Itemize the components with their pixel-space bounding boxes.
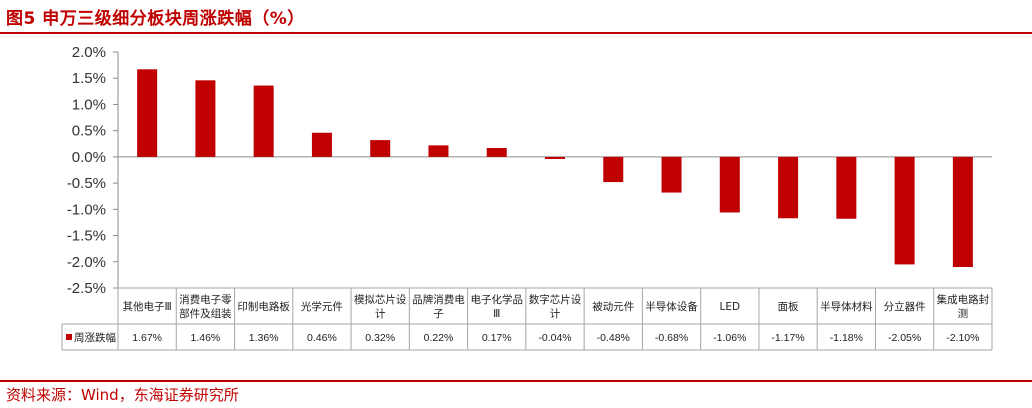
category-label: LED — [720, 301, 741, 313]
bar — [894, 156, 915, 265]
bar — [545, 156, 565, 159]
bar — [836, 156, 857, 219]
category-label: 被动元件 — [592, 300, 634, 313]
category-label: 子 — [433, 308, 444, 320]
legend-label: 周涨跌幅 — [74, 331, 116, 344]
bar — [253, 85, 274, 157]
category-label: 计 — [550, 307, 561, 320]
data-label: -1.17% — [771, 332, 804, 344]
figure-title: 图5 申万三级细分板块周涨跌幅（%） — [6, 9, 305, 29]
data-label: 1.46% — [191, 332, 221, 344]
bar — [778, 156, 799, 219]
data-label: -2.05% — [888, 332, 921, 344]
data-label: 1.36% — [249, 332, 279, 344]
category-label: 其他电子Ⅲ — [123, 300, 172, 313]
data-label: -0.68% — [655, 332, 688, 344]
data-label: 0.17% — [482, 332, 512, 344]
category-label: 模拟芯片设 — [354, 293, 407, 306]
y-tick-label: -0.5% — [67, 175, 106, 192]
data-label: 0.22% — [424, 332, 454, 344]
category-label: 光学元件 — [301, 300, 343, 313]
bar — [195, 80, 216, 157]
data-label: -1.06% — [713, 332, 746, 344]
y-tick-label: -2.0% — [67, 254, 106, 271]
y-tick-label: 0.5% — [72, 123, 106, 140]
bar — [486, 147, 507, 157]
data-label: -1.18% — [830, 332, 863, 344]
bar — [661, 156, 682, 193]
y-tick-label: -1.0% — [67, 201, 106, 218]
data-label: 1.67% — [132, 332, 162, 344]
bar — [428, 145, 449, 157]
bar — [952, 156, 973, 268]
title-rule — [0, 32, 1032, 34]
category-label: 分立器件 — [884, 300, 926, 313]
category-label: Ⅲ — [493, 308, 500, 320]
category-label: 半导体设备 — [645, 300, 698, 313]
bar — [137, 69, 158, 157]
category-label: 数字芯片设 — [529, 293, 582, 306]
bar — [370, 140, 391, 157]
category-label: 消费电子零 — [179, 293, 232, 306]
category-label: 品牌消费电 — [412, 293, 465, 306]
category-label: 半导体材料 — [820, 300, 873, 313]
source-rule — [0, 380, 1032, 382]
category-label: 部件及组装 — [179, 307, 232, 320]
data-label: 0.46% — [307, 332, 337, 344]
data-label: -2.10% — [946, 332, 979, 344]
y-tick-label: -2.5% — [67, 280, 106, 297]
category-label: 印制电路板 — [237, 300, 290, 313]
y-tick-label: 2.0% — [72, 44, 106, 61]
category-label: 集成电路封 — [937, 293, 990, 306]
category-label: 电子化学品 — [470, 293, 523, 306]
category-label: 计 — [375, 307, 386, 320]
bar — [719, 156, 740, 213]
bar — [311, 132, 332, 157]
data-label: -0.04% — [538, 332, 571, 344]
y-tick-label: 1.5% — [72, 70, 106, 87]
source-note: 资料来源：Wind，东海证券研究所 — [6, 386, 239, 404]
category-label: 测 — [958, 307, 969, 320]
y-tick-label: 0.0% — [72, 149, 106, 166]
y-tick-label: 1.0% — [72, 96, 106, 113]
bar — [603, 156, 624, 183]
category-label: 面板 — [778, 300, 799, 313]
legend-swatch — [66, 334, 72, 340]
data-label: 0.32% — [365, 332, 395, 344]
data-label: -0.48% — [597, 332, 630, 344]
y-tick-label: -1.5% — [67, 228, 106, 245]
